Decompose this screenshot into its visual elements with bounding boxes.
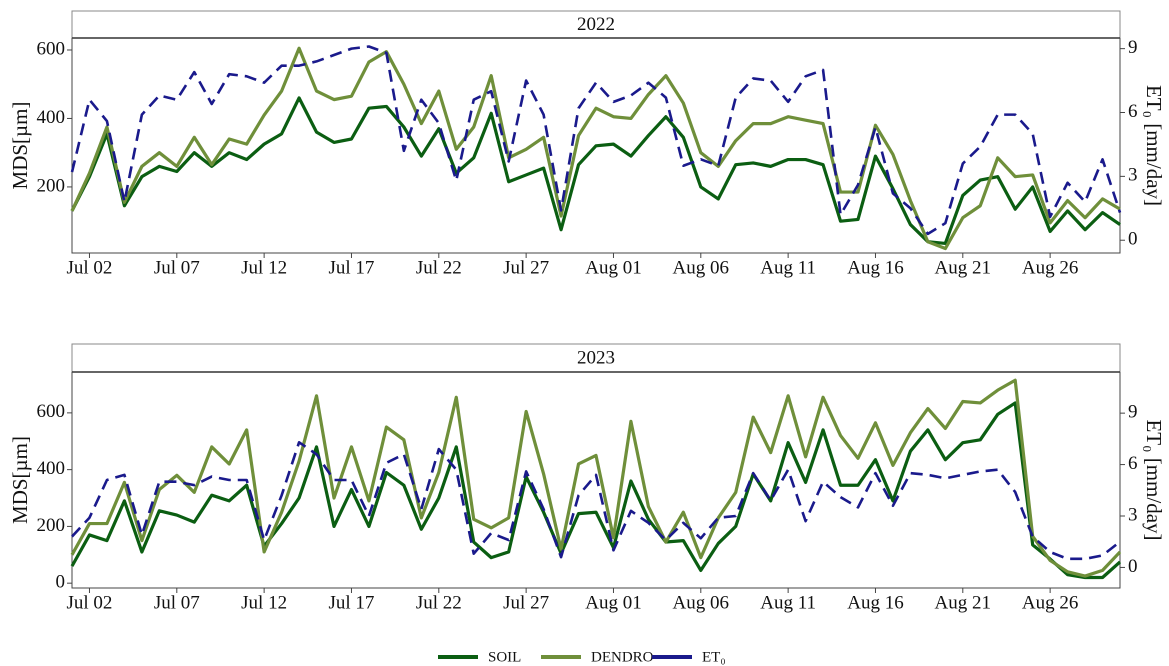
x-tick-label: Jul 22 bbox=[416, 592, 462, 613]
x-tick-label: Aug 06 bbox=[673, 257, 729, 278]
panel-strip bbox=[71, 10, 1121, 39]
x-tick-label: Jul 17 bbox=[328, 257, 374, 278]
panel-title: 2023 bbox=[577, 347, 615, 368]
y-axis-label: MDS[µm] bbox=[8, 102, 32, 190]
plot-frame bbox=[71, 38, 1121, 254]
y-axis-label: MDS[µm] bbox=[8, 436, 32, 524]
y-tick-label: 200 bbox=[37, 515, 66, 536]
x-tick-label: Jul 07 bbox=[154, 592, 200, 613]
series-line bbox=[70, 45, 1122, 236]
y-tick-label: 400 bbox=[37, 107, 66, 128]
x-tick-label: Jul 27 bbox=[503, 592, 549, 613]
legend-label: SOIL bbox=[488, 649, 521, 665]
x-tick-label: Aug 26 bbox=[1022, 592, 1078, 613]
y2-tick-label: 6 bbox=[1128, 101, 1138, 122]
x-tick-label: Aug 16 bbox=[847, 592, 903, 613]
x-tick-label: Aug 21 bbox=[935, 257, 991, 278]
panel-title: 2022 bbox=[577, 14, 615, 35]
x-tick-label: Jul 27 bbox=[503, 257, 549, 278]
y-tick-label: 200 bbox=[37, 175, 66, 196]
y-tick-label: 600 bbox=[37, 401, 66, 422]
y2-tick-label: 0 bbox=[1128, 556, 1138, 577]
y-tick-label: 600 bbox=[37, 38, 66, 59]
x-tick-label: Jul 07 bbox=[154, 257, 200, 278]
legend-label: DENDRO bbox=[591, 649, 654, 665]
x-tick-label: Jul 12 bbox=[241, 592, 287, 613]
x-tick-label: Aug 06 bbox=[673, 592, 729, 613]
series-line bbox=[71, 440, 1121, 561]
x-tick-label: Jul 12 bbox=[241, 257, 287, 278]
series-line bbox=[70, 401, 1122, 580]
series-line bbox=[70, 46, 1121, 251]
x-tick-label: Aug 01 bbox=[585, 592, 641, 613]
x-tick-label: Jul 22 bbox=[416, 257, 462, 278]
series-line bbox=[70, 378, 1122, 578]
y2-tick-label: 9 bbox=[1128, 402, 1138, 423]
x-tick-label: Aug 16 bbox=[847, 257, 903, 278]
x-tick-label: Aug 11 bbox=[760, 257, 816, 278]
x-tick-label: Jul 02 bbox=[66, 592, 112, 613]
y2-axis-label: ET₀ [mm/day] bbox=[1142, 419, 1166, 540]
y2-tick-label: 6 bbox=[1128, 453, 1138, 474]
y2-tick-label: 3 bbox=[1128, 165, 1138, 186]
y-tick-label: 400 bbox=[37, 458, 66, 479]
x-tick-label: Aug 01 bbox=[585, 257, 641, 278]
y2-tick-label: 9 bbox=[1128, 37, 1138, 58]
x-tick-label: Aug 11 bbox=[760, 592, 816, 613]
y-tick-label: 0 bbox=[56, 572, 66, 593]
y2-tick-label: 0 bbox=[1128, 229, 1138, 250]
y2-tick-label: 3 bbox=[1128, 504, 1138, 525]
x-tick-label: Aug 21 bbox=[935, 592, 991, 613]
x-tick-label: Aug 26 bbox=[1022, 257, 1078, 278]
x-tick-label: Jul 17 bbox=[328, 592, 374, 613]
y2-axis-label: ET₀ [mm/day] bbox=[1142, 85, 1166, 206]
series-line bbox=[70, 96, 1121, 246]
legend-label: ET₀ bbox=[702, 649, 726, 665]
plot-frame bbox=[71, 372, 1121, 589]
x-tick-label: Jul 02 bbox=[66, 257, 112, 278]
